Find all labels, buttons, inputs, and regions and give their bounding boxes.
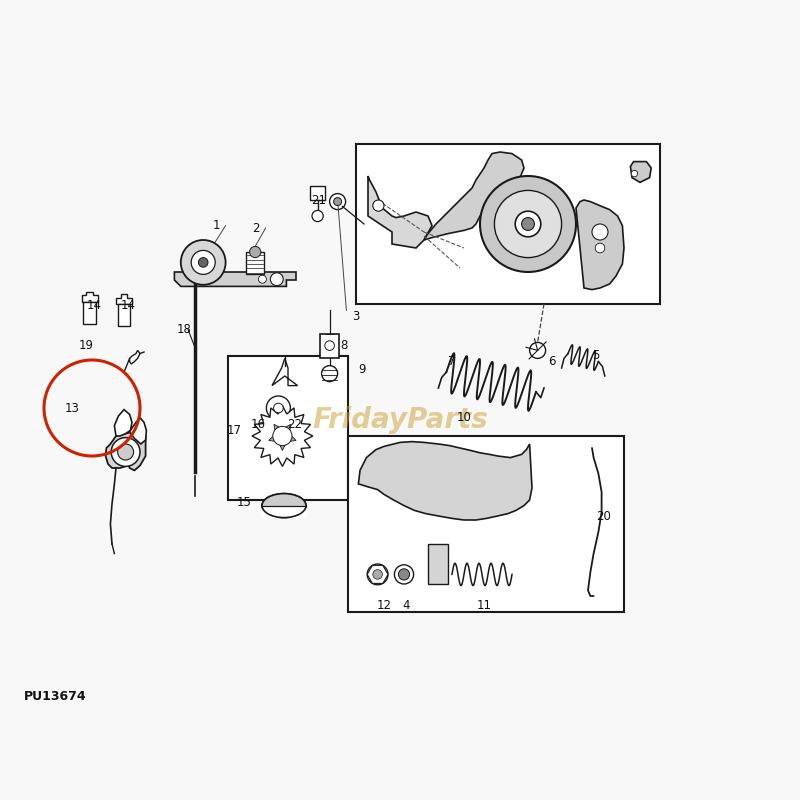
Bar — [246, 252, 264, 274]
Polygon shape — [130, 350, 140, 364]
Text: FridayParts: FridayParts — [312, 406, 488, 434]
Circle shape — [270, 273, 283, 286]
Circle shape — [111, 438, 140, 466]
Text: 10: 10 — [457, 411, 471, 424]
Text: 20: 20 — [597, 510, 611, 522]
Text: 9: 9 — [358, 363, 366, 376]
Polygon shape — [368, 176, 432, 248]
Circle shape — [198, 258, 208, 267]
Text: 14: 14 — [121, 299, 135, 312]
Text: 13: 13 — [65, 402, 79, 414]
Polygon shape — [269, 424, 296, 450]
Bar — [118, 304, 130, 326]
Circle shape — [274, 403, 283, 413]
Circle shape — [312, 210, 323, 222]
Text: 21: 21 — [311, 194, 326, 206]
Circle shape — [181, 240, 226, 285]
Circle shape — [373, 200, 384, 211]
Text: 15: 15 — [237, 496, 251, 509]
Text: 4: 4 — [402, 599, 410, 612]
Circle shape — [266, 396, 290, 420]
Text: 5: 5 — [592, 350, 600, 362]
Bar — [262, 506, 306, 518]
Ellipse shape — [262, 494, 306, 518]
Text: 12: 12 — [377, 599, 391, 612]
Circle shape — [373, 570, 382, 579]
Polygon shape — [174, 272, 296, 286]
Bar — [348, 436, 624, 612]
Text: 18: 18 — [177, 323, 191, 336]
Polygon shape — [114, 410, 132, 436]
Bar — [310, 186, 325, 200]
Bar — [320, 334, 339, 358]
Circle shape — [394, 565, 414, 584]
Text: 22: 22 — [287, 418, 302, 430]
Text: 7: 7 — [448, 355, 456, 368]
Polygon shape — [424, 152, 524, 240]
Circle shape — [118, 444, 134, 460]
Circle shape — [494, 190, 562, 258]
Circle shape — [273, 426, 292, 446]
Text: 6: 6 — [548, 355, 556, 368]
Bar — [356, 144, 660, 304]
Text: 2: 2 — [252, 222, 260, 234]
Circle shape — [398, 569, 410, 580]
Text: 3: 3 — [352, 310, 360, 322]
Bar — [262, 506, 306, 518]
Polygon shape — [130, 418, 146, 444]
Circle shape — [367, 564, 388, 585]
Bar — [228, 356, 348, 500]
Text: 1: 1 — [212, 219, 220, 232]
Polygon shape — [630, 162, 651, 182]
Polygon shape — [576, 200, 624, 290]
Circle shape — [595, 243, 605, 253]
Text: 17: 17 — [227, 424, 242, 437]
Polygon shape — [106, 430, 146, 470]
Polygon shape — [358, 442, 532, 520]
Polygon shape — [367, 566, 388, 583]
Circle shape — [530, 342, 546, 358]
Circle shape — [191, 250, 215, 274]
Circle shape — [480, 176, 576, 272]
Circle shape — [258, 275, 266, 283]
Circle shape — [522, 218, 534, 230]
Circle shape — [325, 341, 334, 350]
Text: 16: 16 — [251, 418, 266, 430]
Text: 14: 14 — [87, 299, 102, 312]
Polygon shape — [116, 294, 132, 304]
Text: 11: 11 — [477, 599, 491, 612]
Text: 19: 19 — [79, 339, 94, 352]
Circle shape — [592, 224, 608, 240]
Polygon shape — [82, 292, 98, 302]
Circle shape — [250, 246, 261, 258]
Text: PU13674: PU13674 — [24, 690, 86, 702]
Bar — [428, 544, 448, 584]
Bar — [83, 302, 96, 324]
Ellipse shape — [262, 494, 306, 518]
Circle shape — [631, 170, 638, 177]
Circle shape — [515, 211, 541, 237]
Circle shape — [322, 366, 338, 382]
Polygon shape — [272, 358, 298, 386]
Polygon shape — [252, 406, 313, 466]
Circle shape — [334, 198, 342, 206]
Text: 8: 8 — [340, 339, 348, 352]
Circle shape — [330, 194, 346, 210]
